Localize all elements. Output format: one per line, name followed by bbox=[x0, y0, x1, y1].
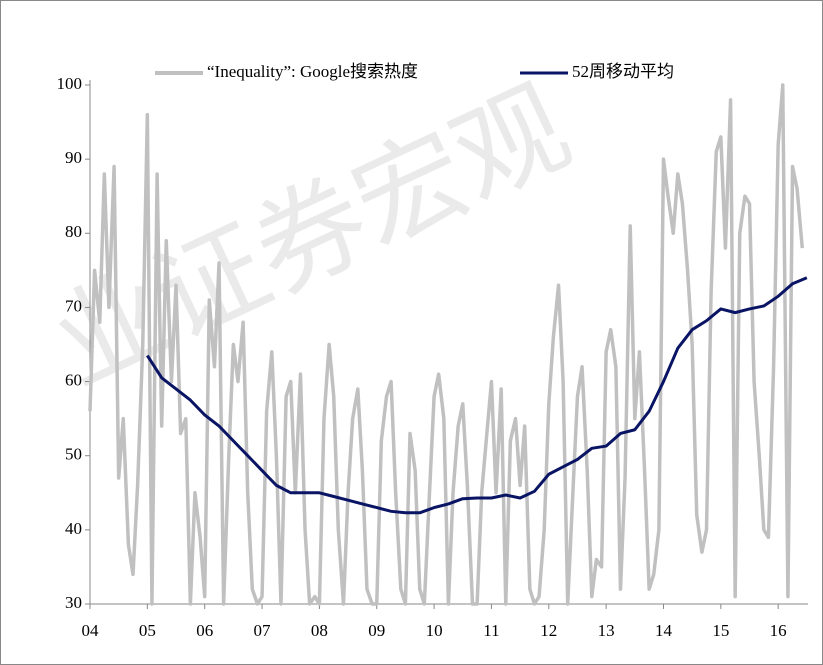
series-line bbox=[88, 83, 805, 606]
x-tick-label: 10 bbox=[426, 621, 443, 640]
series-line bbox=[146, 276, 808, 515]
x-tick-label: 09 bbox=[368, 621, 385, 640]
x-tick-label: 06 bbox=[196, 621, 213, 640]
y-tick-label: 50 bbox=[65, 445, 82, 464]
legend-label: 52周移动平均 bbox=[572, 62, 674, 81]
y-tick-label: 90 bbox=[65, 148, 82, 167]
y-tick-label: 100 bbox=[57, 74, 83, 93]
y-tick-label: 30 bbox=[65, 593, 82, 612]
x-tick-label: 14 bbox=[655, 621, 673, 640]
x-tick-label: 15 bbox=[712, 621, 729, 640]
x-tick-label: 16 bbox=[770, 621, 787, 640]
x-tick-label: 12 bbox=[540, 621, 557, 640]
y-tick-label: 40 bbox=[65, 519, 82, 538]
y-tick-label: 60 bbox=[65, 370, 82, 389]
x-tick-label: 04 bbox=[82, 621, 100, 640]
x-tick-label: 13 bbox=[598, 621, 615, 640]
legend-label: “Inequality”: Google搜索热度 bbox=[207, 62, 418, 81]
x-tick-label: 07 bbox=[254, 621, 272, 640]
x-tick-label: 05 bbox=[139, 621, 156, 640]
y-tick-label: 70 bbox=[65, 296, 82, 315]
x-tick-label: 11 bbox=[483, 621, 499, 640]
x-tick-label: 08 bbox=[311, 621, 328, 640]
y-tick-label: 80 bbox=[65, 222, 82, 241]
